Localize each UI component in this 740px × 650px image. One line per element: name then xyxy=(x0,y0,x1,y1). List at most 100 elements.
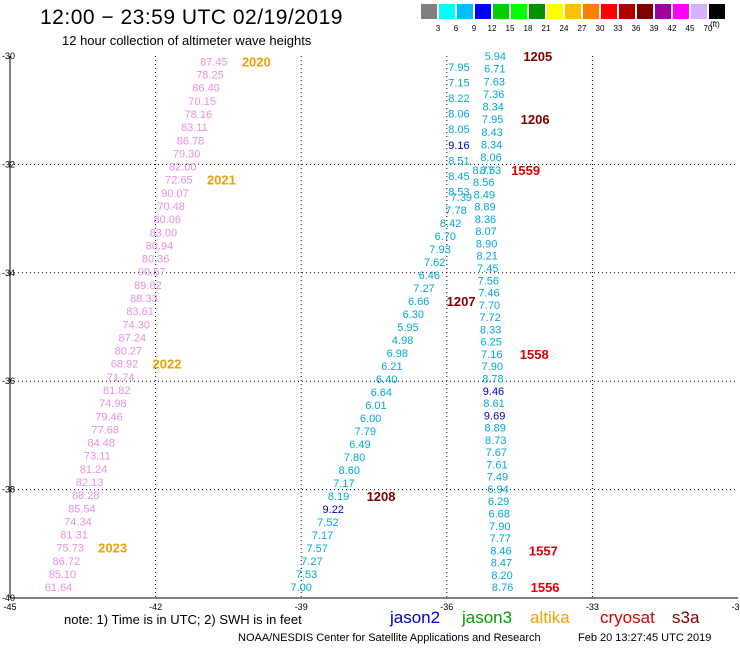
legend-swatch xyxy=(619,4,635,19)
wave-height-value: 7.17 xyxy=(312,530,333,542)
wave-height-value: 82.00 xyxy=(169,162,197,174)
wave-height-value: 7.56 xyxy=(478,275,499,287)
wave-height-value: 71.74 xyxy=(107,372,135,384)
wave-height-value: 8.49 xyxy=(474,189,495,201)
wave-height-value: 6.46 xyxy=(419,270,440,282)
legend-swatch xyxy=(439,4,455,19)
wave-height-value: 6.30 xyxy=(403,309,424,321)
wave-height-value: 9.69 xyxy=(484,410,505,422)
satellite-cryosat: cryosat xyxy=(600,608,655,627)
lon-tick-label: -30 xyxy=(731,602,740,610)
wave-height-value: 6.01 xyxy=(365,400,386,412)
wave-height-value: 82.13 xyxy=(76,477,104,489)
legend-unit: (ft) xyxy=(710,20,720,29)
wave-height-value: 8.33 xyxy=(480,324,501,336)
legend-label: 30 xyxy=(595,24,605,33)
wave-height-value: 7.90 xyxy=(489,521,510,533)
wave-height-value: 7.95 xyxy=(482,114,503,126)
wave-height-value: 79.30 xyxy=(173,148,201,160)
wave-height-value: 7.15 xyxy=(448,77,469,89)
lon-tick-label: -36 xyxy=(440,602,453,610)
pass-time-label: 1559 xyxy=(511,163,540,178)
wave-height-value: 6.94 xyxy=(487,484,508,496)
legend-swatch xyxy=(709,4,725,19)
wave-height-value: 6.98 xyxy=(387,348,408,360)
wave-height-value: 8.53 xyxy=(480,165,501,177)
legend-swatch xyxy=(457,4,473,19)
wave-height-value: 83.00 xyxy=(150,227,178,239)
pass-time-label: 2022 xyxy=(153,357,182,372)
legend-label: 18 xyxy=(523,24,533,33)
wave-height-value: 8.22 xyxy=(448,93,469,105)
wave-height-value: 8.21 xyxy=(476,251,497,263)
pass-time-label: 1208 xyxy=(367,489,396,504)
wave-height-value: 7.39 xyxy=(451,192,472,204)
legend-swatch xyxy=(583,4,599,19)
legend-swatch xyxy=(601,4,617,19)
wave-height-value: 7.52 xyxy=(317,517,338,529)
pass-time-label: 1556 xyxy=(531,580,560,595)
wave-height-value: 75.73 xyxy=(56,543,84,555)
wave-height-value: 7.27 xyxy=(301,556,322,568)
wave-height-value: 7.36 xyxy=(483,89,504,101)
wave-height-value: 7.95 xyxy=(448,62,469,74)
wave-height-value: 8.36 xyxy=(475,214,496,226)
wave-height-value: 80.27 xyxy=(115,346,143,358)
wave-height-value: 80.06 xyxy=(153,214,181,226)
wave-height-value: 6.25 xyxy=(480,337,501,349)
wave-height-value: 74.34 xyxy=(64,516,92,528)
legend-swatch xyxy=(421,4,437,19)
legend-label: 42 xyxy=(667,24,677,33)
wave-height-value: 8.45 xyxy=(448,171,469,183)
legend-swatch xyxy=(655,4,671,19)
wave-height-value: 8.89 xyxy=(484,423,505,435)
pass-time-label: 1558 xyxy=(520,347,549,362)
pass-time-label: 2020 xyxy=(242,54,271,69)
lat-tick-label: -30 xyxy=(2,51,15,61)
legend-label: 70 xyxy=(703,24,713,33)
wave-height-value: 7.62 xyxy=(424,257,445,269)
wave-height-value: 90.07 xyxy=(161,188,189,200)
wave-height-value: 8.05 xyxy=(448,124,469,136)
wave-height-value: 79.46 xyxy=(95,411,123,423)
wave-height-value: 74.30 xyxy=(122,319,150,331)
legend-label: 39 xyxy=(649,24,659,33)
wave-height-value: 7.53 xyxy=(296,569,317,581)
wave-height-value: 86.78 xyxy=(177,135,205,147)
wave-height-value: 83.11 xyxy=(181,122,208,134)
wave-height-value: 7.80 xyxy=(344,452,365,464)
wave-height-value: 83.61 xyxy=(126,306,154,318)
wave-height-value: 8.34 xyxy=(481,140,502,152)
wave-height-value: 84.48 xyxy=(87,438,115,450)
wave-height-value: 6.71 xyxy=(484,64,505,76)
wave-height-value: 7.72 xyxy=(479,312,500,324)
lon-tick-label: -45 xyxy=(3,602,16,610)
wave-height-value: 80.94 xyxy=(146,240,174,252)
pass-time-label: 2023 xyxy=(98,541,127,556)
wave-height-value: 8.42 xyxy=(440,218,461,230)
wave-height-value: 6.64 xyxy=(371,387,392,399)
wave-height-value: 78.25 xyxy=(196,70,224,82)
wave-height-value: 7.46 xyxy=(478,288,499,300)
legend-swatch xyxy=(673,4,689,19)
lat-tick-label: -38 xyxy=(2,485,15,495)
wave-height-value: 8.76 xyxy=(492,582,513,594)
wave-height-value: 72.65 xyxy=(165,175,193,187)
wave-height-value: 8.77 xyxy=(472,165,493,177)
wave-height-value: 9.16 xyxy=(448,140,469,152)
legend-swatch xyxy=(529,4,545,19)
legend-swatch xyxy=(637,4,653,19)
legend-label: 12 xyxy=(487,24,497,33)
wave-height-value: 73.11 xyxy=(84,451,111,463)
wave-height-value: 7.93 xyxy=(429,244,450,256)
legend-swatch xyxy=(511,4,527,19)
wave-height-value: 6.68 xyxy=(488,509,509,521)
wave-height-value: 7.70 xyxy=(479,300,500,312)
pass-time-label: 1207 xyxy=(447,294,476,309)
wave-height-value: 7.67 xyxy=(486,447,507,459)
chart-title: 12:00 − 23:59 UTC 02/19/2019 xyxy=(40,6,343,29)
wave-height-value: 6.70 xyxy=(435,231,456,243)
wave-height-value: 61.64 xyxy=(45,582,73,594)
satellite-jason3: jason3 xyxy=(462,608,513,627)
wave-height-value: 88.28 xyxy=(72,490,100,502)
